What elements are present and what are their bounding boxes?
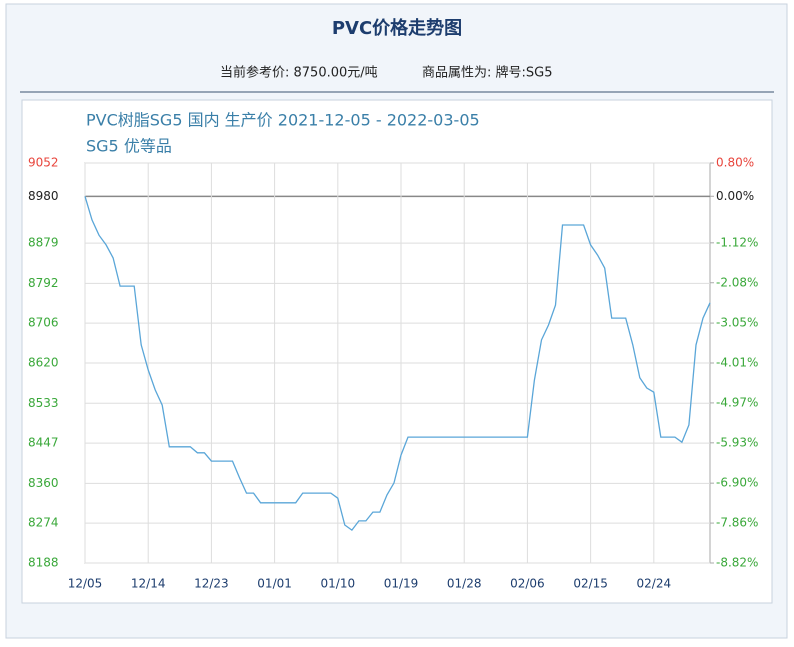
chart-title: PVC树脂SG5 国内 生产价 2021-12-05 - 2022-03-05 xyxy=(86,111,480,130)
y-tick-label: 8360 xyxy=(28,476,59,490)
data-line xyxy=(84,196,711,531)
y-tick-label: 8879 xyxy=(28,236,59,250)
chart-box xyxy=(21,99,773,604)
y2-tick-label: -5.93% xyxy=(716,435,758,449)
y2-tick-label: -7.86% xyxy=(716,516,758,530)
x-tick-label: 02/24 xyxy=(637,577,672,591)
x-tick-label: 01/28 xyxy=(447,577,482,591)
y-tick-label: 8533 xyxy=(28,396,59,410)
x-tick-label: 12/14 xyxy=(131,577,166,591)
x-tick-label: 12/23 xyxy=(194,577,229,591)
chart-subtitle: SG5 优等品 xyxy=(86,137,172,156)
y2-tick-label: -3.05% xyxy=(716,316,758,330)
y-tick-label: 8274 xyxy=(28,516,59,530)
y-tick-label: 8188 xyxy=(28,556,59,570)
x-tick-label: 02/15 xyxy=(573,577,608,591)
y2-tick-label: -2.08% xyxy=(716,275,758,289)
reference-price: 当前参考价: 8750.00元/吨 xyxy=(220,65,378,81)
y2-tick-label: 0.00% xyxy=(716,189,754,203)
x-tick-label: 12/05 xyxy=(68,577,103,591)
attribute: 商品属性为: 牌号:SG5 xyxy=(422,65,553,81)
y2-tick-label: -4.97% xyxy=(716,395,758,409)
y-tick-label: 8980 xyxy=(28,189,59,203)
y-tick-label: 8792 xyxy=(28,276,59,290)
y2-tick-label: 0.80% xyxy=(716,156,754,170)
x-tick-label: 01/10 xyxy=(321,577,356,591)
x-tick-label: 01/01 xyxy=(257,577,292,591)
y-tick-label: 8620 xyxy=(28,356,59,370)
y2-tick-label: -8.82% xyxy=(716,556,758,570)
x-tick-label: 01/19 xyxy=(384,577,419,591)
y-tick-label: 8447 xyxy=(28,436,59,450)
y2-tick-label: -4.01% xyxy=(716,356,758,370)
y2-tick-label: -1.12% xyxy=(716,235,758,249)
y-tick-label: 8706 xyxy=(28,316,59,330)
y-tick-label: 9052 xyxy=(28,156,59,170)
y2-tick-label: -6.90% xyxy=(716,476,758,490)
page-title: PVC价格走势图 xyxy=(332,17,462,39)
x-tick-label: 02/06 xyxy=(510,577,545,591)
